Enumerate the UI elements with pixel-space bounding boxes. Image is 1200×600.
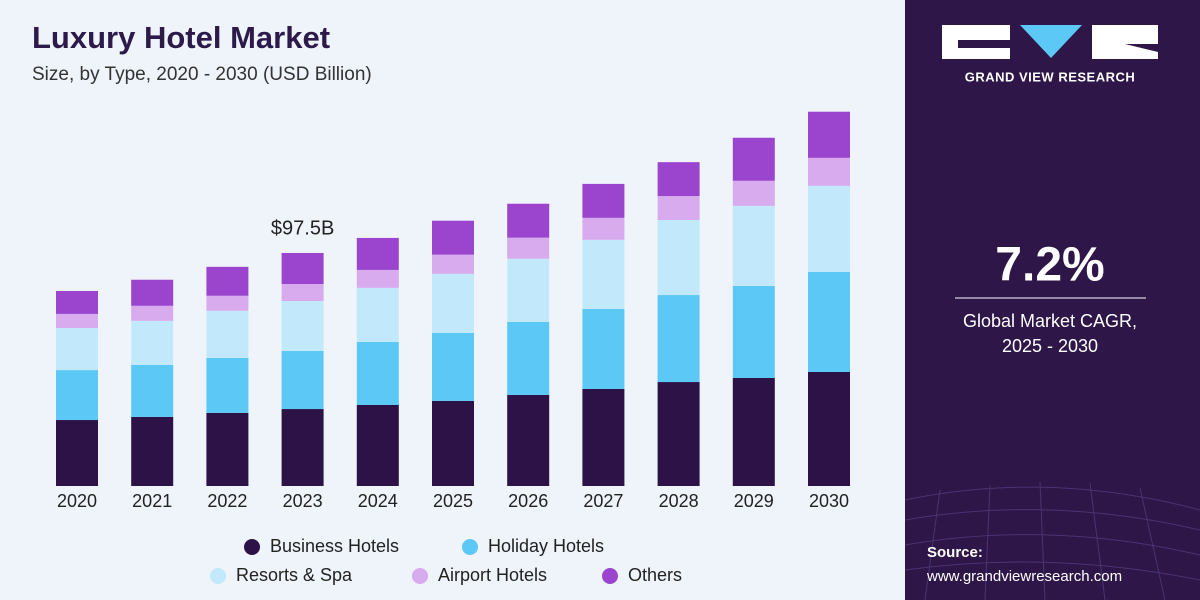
bar-segment bbox=[281, 284, 324, 302]
bar-segment bbox=[281, 409, 324, 486]
chart-subtitle: Size, by Type, 2020 - 2030 (USD Billion) bbox=[32, 64, 372, 85]
bar-segment bbox=[507, 203, 550, 238]
bar-segment bbox=[732, 205, 775, 286]
cagr-label: Global Market CAGR, bbox=[963, 311, 1137, 331]
legend-marker bbox=[602, 568, 618, 584]
bar-segment bbox=[281, 301, 324, 351]
cagr-label: 2025 - 2030 bbox=[1002, 336, 1098, 356]
x-tick-label: 2022 bbox=[207, 491, 247, 511]
legend-marker bbox=[412, 568, 428, 584]
bar-segment bbox=[808, 185, 850, 272]
bar-segment bbox=[657, 196, 700, 220]
bar-segment bbox=[732, 377, 775, 486]
bar-segment bbox=[131, 320, 174, 365]
bar-segment bbox=[56, 328, 98, 371]
x-tick-label: 2021 bbox=[132, 491, 172, 511]
bar-segment bbox=[281, 350, 324, 410]
x-tick-label: 2028 bbox=[659, 491, 699, 511]
logo-cut bbox=[958, 40, 1010, 48]
bar-segment bbox=[657, 295, 700, 383]
bar-segment bbox=[356, 404, 399, 486]
bar-segment bbox=[56, 290, 98, 314]
bar-segment bbox=[657, 382, 700, 486]
bar-segment bbox=[808, 271, 850, 372]
logo-block bbox=[1092, 25, 1158, 59]
logo-cut bbox=[1125, 44, 1158, 52]
bar-segment bbox=[206, 266, 249, 296]
bar-segment bbox=[582, 217, 625, 240]
bar-segment bbox=[657, 219, 700, 296]
bar-segment bbox=[582, 239, 625, 309]
bar-segment bbox=[206, 295, 249, 311]
bar-segment bbox=[131, 305, 174, 321]
bar-segment bbox=[356, 269, 399, 288]
brand-name: GRAND VIEW RESEARCH bbox=[965, 69, 1136, 84]
source-url: www.grandviewresearch.com bbox=[926, 568, 1122, 585]
bar-segment bbox=[131, 279, 174, 306]
bar-segment bbox=[732, 285, 775, 378]
grid-decoration bbox=[904, 481, 1200, 600]
grid-lines-deco bbox=[904, 481, 1200, 600]
cagr-value: 7.2% bbox=[995, 239, 1104, 292]
bar-segment bbox=[432, 220, 474, 255]
bar-segment bbox=[432, 273, 474, 333]
legend-label: Resorts & Spa bbox=[236, 565, 353, 585]
legend-label: Others bbox=[628, 565, 682, 585]
bar-segment bbox=[206, 310, 249, 358]
x-tick-label: 2029 bbox=[734, 491, 774, 511]
x-tick-label: 2023 bbox=[283, 491, 323, 511]
bar-segment bbox=[732, 137, 775, 181]
bar-segment bbox=[131, 416, 174, 486]
bar-segment bbox=[206, 357, 249, 413]
bar-segment bbox=[732, 180, 775, 206]
legend-marker bbox=[462, 539, 478, 555]
sidebar-background bbox=[905, 0, 1200, 600]
legend-label: Holiday Hotels bbox=[488, 536, 604, 556]
x-tick-label: 2027 bbox=[583, 491, 623, 511]
bar-segment bbox=[356, 341, 399, 405]
bar-segment bbox=[507, 258, 550, 322]
bar-segment bbox=[808, 157, 850, 186]
bar-segment bbox=[582, 388, 625, 486]
bar-segment bbox=[507, 394, 550, 486]
chart-title: Luxury Hotel Market bbox=[32, 20, 330, 55]
bar-segment bbox=[281, 252, 324, 285]
bar-segment bbox=[56, 313, 98, 329]
bar-segment bbox=[808, 111, 850, 158]
bar-segment bbox=[356, 237, 399, 270]
x-tick-label: 2030 bbox=[809, 491, 849, 511]
bar-segment bbox=[582, 308, 625, 389]
bar-segment bbox=[56, 370, 98, 421]
x-tick-label: 2024 bbox=[358, 491, 398, 511]
legend-label: Airport Hotels bbox=[438, 565, 547, 585]
annotation: $97.5B bbox=[271, 217, 334, 239]
x-tick-label: 2025 bbox=[433, 491, 473, 511]
legend-label: Business Hotels bbox=[270, 536, 399, 556]
bar-segment bbox=[56, 420, 98, 486]
bar-segment bbox=[356, 287, 399, 342]
logo-triangle bbox=[1020, 25, 1082, 58]
x-tick-label: 2026 bbox=[508, 491, 548, 511]
bar-segment bbox=[808, 371, 850, 486]
legend-marker bbox=[244, 539, 260, 555]
bar-segment bbox=[507, 321, 550, 395]
bar-segment bbox=[507, 237, 550, 259]
bar-segment bbox=[432, 332, 474, 401]
bar-segment bbox=[582, 183, 625, 218]
x-tick-label: 2020 bbox=[57, 491, 97, 511]
bar-segment bbox=[206, 412, 249, 486]
bar-segment bbox=[657, 162, 700, 197]
bar-segment bbox=[131, 364, 174, 417]
bar-segment bbox=[432, 400, 474, 486]
bar-segment bbox=[432, 254, 474, 274]
logo: GRAND VIEW RESEARCH bbox=[942, 25, 1158, 84]
source-label: Source: bbox=[927, 544, 983, 561]
legend-marker bbox=[210, 568, 226, 584]
